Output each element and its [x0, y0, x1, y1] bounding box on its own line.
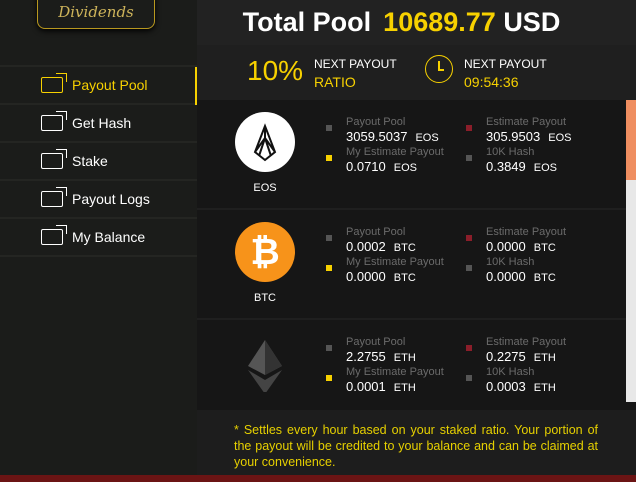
legend-dot	[326, 155, 332, 161]
total-pool-currency: USD	[503, 7, 561, 37]
sidebar-item-label: Stake	[72, 153, 108, 169]
stake-icon	[41, 149, 67, 169]
legend-dot	[466, 345, 472, 351]
sidebar-item-payout-pool[interactable]: Payout Pool	[0, 65, 197, 103]
coin-list: EOS Payout Pool 3059.5037 EOS Estimate Payou…	[197, 100, 626, 410]
legend-dot	[326, 345, 332, 351]
unit-label: ETH	[533, 352, 556, 364]
unit-label: ETH	[393, 352, 416, 364]
active-indicator	[195, 67, 198, 105]
unit-label: BTC	[393, 242, 416, 254]
sidebar-item-label: My Balance	[72, 229, 146, 245]
pool-label: Payout Pool	[346, 226, 406, 238]
estimate-value: 305.9503	[486, 129, 541, 144]
settlement-note: * Settles every hour based on your stake…	[197, 410, 636, 475]
eth-logo-icon	[235, 332, 295, 394]
payout-ratio-value: 10%	[247, 55, 304, 86]
sidebar-item-label: Get Hash	[72, 115, 132, 131]
pool-label: Payout Pool	[346, 116, 406, 128]
unit-label: EOS	[533, 162, 557, 174]
hash-value: 0.3849	[486, 159, 526, 174]
pool-value: 0.0002	[346, 239, 386, 254]
btc-logo-icon: ₿	[235, 222, 295, 282]
unit-label: EOS	[548, 132, 572, 144]
eos-logo-icon	[235, 112, 295, 172]
unit-label: ETH	[533, 382, 556, 394]
hash-value: 0.0003	[486, 379, 526, 394]
estimate-value: 0.0000	[486, 239, 526, 254]
legend-dot	[326, 265, 332, 271]
get-hash-icon	[41, 111, 67, 131]
my-value: 0.0710	[346, 159, 386, 174]
hash-label: 10K Hash	[486, 366, 535, 378]
coin-row: ₿ BTC Payout Pool 0.0002 BTC Estimate Payout 0…	[197, 210, 626, 320]
estimate-label: Estimate Payout	[486, 116, 567, 128]
legend-dot	[326, 235, 332, 241]
legend-dot	[466, 265, 472, 271]
coin-name: EOS	[253, 182, 277, 194]
unit-label: ETH	[393, 382, 416, 394]
pool-label: Payout Pool	[346, 336, 406, 348]
logo-text: Dividends	[58, 3, 134, 21]
legend-dot	[466, 155, 472, 161]
unit-label: EOS	[393, 162, 417, 174]
my-value: 0.0000	[346, 269, 386, 284]
hash-label: 10K Hash	[486, 146, 535, 158]
estimate-value: 0.2275	[486, 349, 526, 364]
legend-dot	[326, 125, 332, 131]
clock-icon	[425, 55, 453, 83]
pool-value: 2.2755	[346, 349, 386, 364]
total-pool-amount: 10689.77	[383, 7, 496, 37]
unit-label: BTC	[533, 242, 556, 254]
sidebar-item-stake[interactable]: Stake	[0, 141, 197, 179]
coin-row: Payout Pool 2.2755 ETH Estimate Payout 0.227…	[197, 320, 626, 410]
coin-name: BTC	[254, 292, 276, 304]
sidebar-item-get-hash[interactable]: Get Hash	[0, 103, 197, 141]
payout-stats: 10% NEXT PAYOUT RATIO NEXT PAYOUT 09:54:…	[197, 45, 636, 100]
hash-label: 10K Hash	[486, 256, 535, 268]
my-label: My Estimate Payout	[346, 366, 444, 378]
bottom-strip	[0, 475, 636, 482]
legend-dot	[466, 125, 472, 131]
sidebar: Dividends Payout Pool Get Hash Stake Pay…	[0, 0, 198, 482]
estimate-label: Estimate Payout	[486, 226, 567, 238]
sidebar-item-my-balance[interactable]: My Balance	[0, 217, 197, 257]
payout-timer: 09:54:36	[464, 74, 519, 90]
legend-dot	[326, 375, 332, 381]
total-pool-title: Total Pool	[242, 7, 372, 37]
timer-label: NEXT PAYOUT	[464, 57, 547, 71]
ratio-sub-label: RATIO	[314, 74, 356, 90]
hash-value: 0.0000	[486, 269, 526, 284]
unit-label: EOS	[415, 132, 439, 144]
unit-label: BTC	[533, 272, 556, 284]
unit-label: BTC	[393, 272, 416, 284]
scrollbar[interactable]	[626, 100, 636, 402]
sidebar-item-payout-logs[interactable]: Payout Logs	[0, 179, 197, 217]
sidebar-item-label: Payout Pool	[72, 77, 148, 93]
legend-dot	[466, 375, 472, 381]
my-value: 0.0001	[346, 379, 386, 394]
coin-row: EOS Payout Pool 3059.5037 EOS Estimate Payou…	[197, 100, 626, 210]
payout-pool-icon	[41, 73, 67, 93]
logo[interactable]: Dividends	[37, 0, 155, 29]
total-pool-header: Total Pool 10689.77 USD	[197, 0, 636, 45]
my-label: My Estimate Payout	[346, 146, 444, 158]
ratio-label: NEXT PAYOUT	[314, 57, 397, 71]
estimate-label: Estimate Payout	[486, 336, 567, 348]
legend-dot	[466, 235, 472, 241]
sidebar-item-label: Payout Logs	[72, 191, 150, 207]
scrollbar-thumb[interactable]	[626, 100, 636, 180]
payout-logs-icon	[41, 187, 67, 207]
my-balance-icon	[41, 225, 67, 245]
my-label: My Estimate Payout	[346, 256, 444, 268]
pool-value: 3059.5037	[346, 129, 408, 144]
